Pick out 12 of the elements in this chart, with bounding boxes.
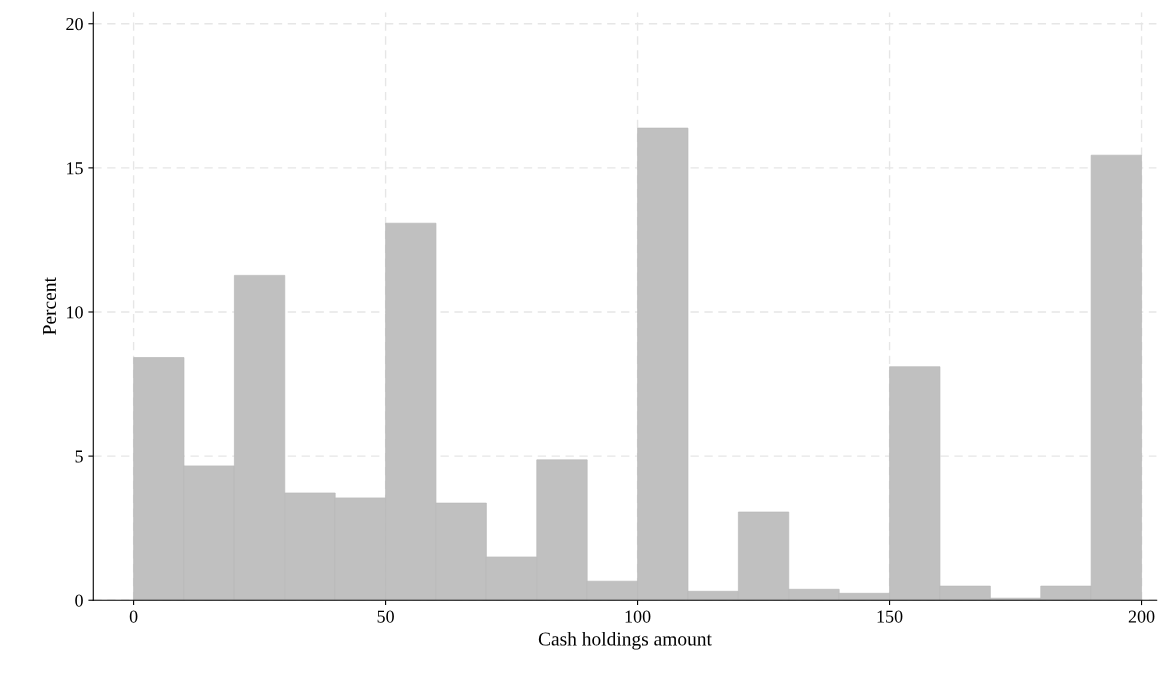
y-tick-label: 10 [67,306,83,319]
y-tick-label: 0 [75,594,83,607]
y-axis-title: Percent [43,277,56,335]
x-tick-label: 0 [129,610,138,623]
x-tick-label: 150 [877,610,903,623]
y-tick-label: 20 [66,18,83,31]
y-tick-label: 15 [67,162,83,175]
x-tick-label: 50 [377,610,394,623]
x-axis-title: Cash holdings amount [538,631,712,650]
y-tick-label: 5 [75,450,83,463]
x-tick-label: 100 [625,610,651,623]
x-tick-label: 200 [1128,610,1155,623]
